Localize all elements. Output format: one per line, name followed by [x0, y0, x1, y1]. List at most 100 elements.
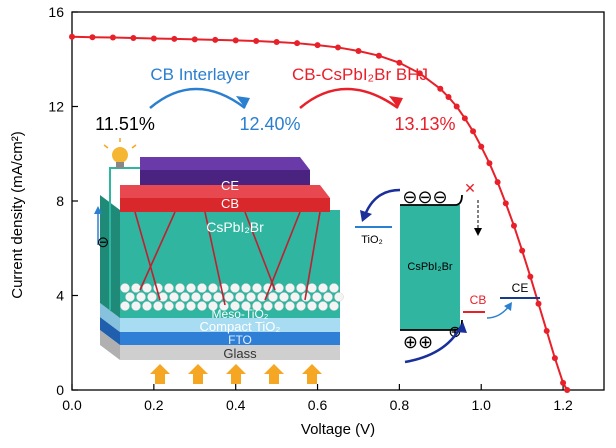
cb-top — [120, 185, 330, 198]
fto-layer — [120, 332, 340, 345]
device-stack: CE CB CsPbI₂Br Meso-TiO₂ Compact TiO₂ FT… — [94, 138, 344, 384]
meso-particle — [312, 292, 322, 302]
meso-particle — [120, 301, 130, 311]
meso-particle — [175, 283, 185, 293]
meso-particle — [164, 301, 174, 311]
meso-particle — [257, 292, 267, 302]
data-point — [396, 59, 403, 66]
band-hole-single: ⊕ — [448, 324, 461, 341]
data-point — [510, 222, 517, 229]
data-point — [375, 52, 382, 59]
data-point — [191, 36, 198, 43]
y-tick-label: 8 — [56, 193, 64, 209]
meso-particle — [147, 292, 157, 302]
meso-particle — [252, 283, 262, 293]
layer-label-ce: CE — [221, 178, 239, 193]
meso-particle — [268, 292, 278, 302]
x-tick-label: 0.2 — [144, 397, 164, 413]
y-tick-group: 0 4 8 12 16 — [48, 4, 78, 398]
cb-bhj-label: CB-CsPbI₂Br BHJ — [292, 65, 428, 84]
data-point — [232, 37, 239, 44]
compact-tio2-layer — [120, 318, 340, 332]
sunlight-arrow-icon — [302, 364, 322, 384]
meso-particle — [142, 283, 152, 293]
meso-particle — [296, 301, 306, 311]
sunlight-arrow-icon — [150, 364, 170, 384]
meso-particle — [131, 301, 141, 311]
cb-grain-lines — [134, 211, 321, 306]
data-point — [535, 300, 542, 307]
data-point — [171, 35, 178, 42]
sunlight-arrow-icon — [226, 364, 246, 384]
blue-curved-arrow — [149, 87, 246, 109]
data-point — [314, 42, 321, 49]
data-point — [150, 35, 157, 42]
meso-particle — [285, 283, 295, 293]
electron-symbol: ⊖ — [97, 234, 110, 251]
band-label-cb: CB — [470, 293, 487, 307]
data-point — [551, 355, 558, 362]
efficiency-cb-interlayer: 12.40% — [239, 114, 300, 134]
jv-series — [69, 33, 571, 393]
meso-particle — [186, 283, 196, 293]
data-point — [273, 39, 280, 46]
blue-arrowhead-icon — [236, 96, 250, 108]
data-point — [130, 34, 137, 41]
x-tick-label: 0.0 — [62, 397, 82, 413]
meso-particle — [197, 283, 207, 293]
meso-particle — [208, 301, 218, 311]
meso-particle — [153, 301, 163, 311]
meso-particle — [334, 292, 344, 302]
meso-particle — [235, 292, 245, 302]
layer-label-glass: Glass — [223, 346, 257, 361]
data-point — [519, 247, 526, 254]
electron-transfer-arrow — [363, 188, 401, 216]
red-arrowhead-icon — [389, 96, 403, 108]
meso-particle — [263, 301, 273, 311]
compact-side — [100, 303, 120, 332]
data-point — [445, 94, 452, 101]
meso-particle — [230, 301, 240, 311]
band-holes: ⊕⊕ — [403, 332, 433, 352]
meso-particle — [224, 292, 234, 302]
y-tick-label: 4 — [56, 288, 64, 304]
layer-label-perovskite: CsPbI₂Br — [206, 219, 264, 235]
meso-particle — [329, 283, 339, 293]
meso-particle — [164, 283, 174, 293]
data-point — [335, 44, 341, 51]
y-tick-label: 0 — [56, 382, 64, 398]
data-point — [453, 103, 460, 110]
layer-label-fto: FTO — [228, 333, 252, 347]
meso-particle — [241, 283, 251, 293]
meso-particle — [290, 292, 300, 302]
x-tick-group: 0.0 0.2 0.4 0.6 0.8 1.0 1.2 — [62, 384, 573, 413]
data-point — [502, 200, 509, 207]
meso-particle — [230, 283, 240, 293]
meso-particle — [296, 283, 306, 293]
band-label-perovskite: CsPbI₂Br — [407, 261, 453, 273]
sunlight-arrows — [150, 364, 322, 384]
data-point — [486, 160, 493, 167]
x-tick-label: 1.2 — [553, 397, 573, 413]
data-point — [109, 34, 116, 41]
layer-label-meso: Meso-TiO₂ — [212, 307, 269, 321]
meso-particle — [318, 283, 328, 293]
data-point — [478, 143, 485, 150]
cb-to-ce-arrowhead-icon — [504, 302, 512, 311]
meso-particle — [180, 292, 190, 302]
external-circuit: ⊖ — [94, 167, 140, 310]
data-point — [212, 36, 219, 43]
band-cb-edge — [400, 194, 463, 206]
data-point — [527, 273, 534, 280]
x-tick-label: 0.8 — [390, 397, 410, 413]
data-point — [470, 128, 477, 135]
ce-layer — [140, 170, 310, 185]
meso-particle — [307, 301, 317, 311]
meso-particle — [208, 283, 218, 293]
data-point — [560, 379, 567, 386]
data-point — [461, 115, 468, 122]
data-point — [543, 327, 550, 334]
data-point — [494, 179, 501, 186]
data-point — [416, 70, 423, 77]
